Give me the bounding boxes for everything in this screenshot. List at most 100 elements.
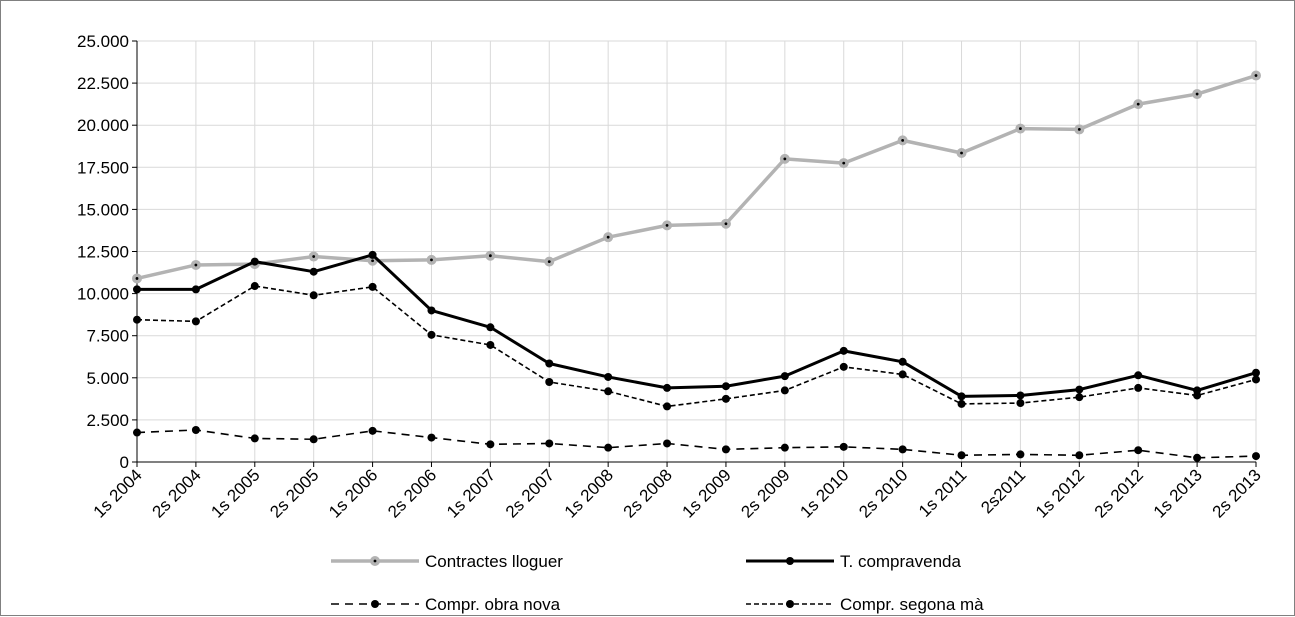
- x-tick-label: 2s 2012: [1091, 465, 1147, 521]
- data-point-contractes-lloguer-center: [665, 223, 669, 227]
- data-point-contractes-lloguer-center: [371, 259, 374, 263]
- data-point-t-compravenda: [721, 382, 730, 391]
- legend-marker-compr-obra-nova: [371, 600, 379, 608]
- data-point-compr-segona-ma: [721, 394, 730, 403]
- data-point-compr-obra-nova: [604, 443, 613, 452]
- x-tick-label: 1s 2007: [443, 465, 499, 521]
- legend-label-compr-segona-ma: Compr. segona mà: [840, 595, 984, 614]
- data-point-compr-obra-nova: [309, 435, 318, 444]
- data-point-compr-obra-nova: [1252, 452, 1260, 461]
- x-tick-label: 1s 2012: [1032, 465, 1088, 521]
- data-point-compr-obra-nova: [191, 426, 200, 435]
- y-tick-label: 22.500: [77, 74, 129, 93]
- data-point-contractes-lloguer-center: [547, 260, 551, 264]
- data-point-t-compravenda: [545, 359, 554, 368]
- data-point-compr-segona-ma: [1193, 391, 1202, 400]
- data-point-compr-obra-nova: [1016, 450, 1025, 459]
- series-t-compravenda: [133, 250, 1260, 401]
- data-point-compr-segona-ma: [309, 291, 318, 300]
- data-point-contractes-lloguer-center: [1077, 128, 1081, 131]
- data-point-compr-segona-ma: [545, 378, 554, 387]
- data-point-t-compravenda: [191, 285, 200, 294]
- data-point-contractes-lloguer-center: [901, 138, 905, 142]
- y-tick-label: 0: [120, 453, 129, 472]
- data-point-compr-segona-ma: [663, 402, 672, 411]
- series-line-contractes-lloguer: [136, 73, 1257, 281]
- x-tick-label: 2s 2004: [149, 465, 205, 521]
- data-point-compr-segona-ma: [368, 282, 377, 291]
- x-tick-label: 2s 2006: [384, 465, 440, 521]
- y-tick-label: 7.500: [86, 327, 129, 346]
- data-point-t-compravenda: [309, 267, 318, 276]
- data-point-compr-segona-ma: [780, 386, 789, 395]
- data-point-contractes-lloguer-center: [430, 258, 433, 262]
- data-point-compr-segona-ma: [250, 282, 259, 291]
- series-compr-segona-ma: [133, 282, 1260, 411]
- legend-marker-contractes-lloguer-center: [373, 559, 377, 563]
- data-point-t-compravenda: [1252, 368, 1260, 377]
- y-tick-label: 10.000: [77, 285, 129, 304]
- legend-marker-compr-segona-ma: [786, 600, 794, 608]
- x-tick-label: 1s 2010: [796, 465, 852, 521]
- data-point-compr-obra-nova: [1134, 446, 1143, 455]
- data-point-contractes-lloguer-center: [1254, 74, 1258, 77]
- data-point-t-compravenda: [663, 383, 672, 392]
- data-point-t-compravenda: [486, 323, 495, 332]
- series-line-compr-segona-ma: [136, 285, 1257, 408]
- x-tick-label: 1s 2009: [679, 465, 735, 521]
- y-tick-label: 15.000: [77, 200, 129, 219]
- data-point-compr-segona-ma: [898, 370, 907, 379]
- legend-label-compr-obra-nova: Compr. obra nova: [425, 595, 561, 614]
- data-point-compr-obra-nova: [663, 439, 672, 448]
- series-lines: [132, 70, 1261, 462]
- data-point-compr-obra-nova: [898, 445, 907, 454]
- x-tick-label: 2s 2013: [1209, 465, 1265, 521]
- data-point-compr-segona-ma: [957, 399, 966, 408]
- legend-item-contractes-lloguer: Contractes lloguer: [331, 552, 563, 571]
- data-point-compr-segona-ma: [604, 387, 613, 396]
- y-tick-label: 20.000: [77, 116, 129, 135]
- legend-item-t-compravenda: T. compravenda: [746, 552, 961, 571]
- data-point-contractes-lloguer-center: [1019, 127, 1022, 130]
- series-line-t-compravenda: [137, 253, 1257, 398]
- y-tick-label: 2.500: [86, 411, 129, 430]
- data-point-contractes-lloguer-center: [488, 254, 492, 258]
- data-point-compr-obra-nova: [957, 451, 966, 460]
- data-point-compr-segona-ma: [191, 317, 200, 326]
- data-point-compr-segona-ma: [1134, 383, 1143, 392]
- x-tick-label: 1s 2005: [207, 465, 263, 521]
- data-point-compr-obra-nova: [486, 440, 495, 449]
- data-point-compr-obra-nova: [427, 433, 436, 442]
- data-point-compr-obra-nova: [250, 434, 259, 443]
- legend-item-compr-segona-ma: Compr. segona mà: [746, 595, 984, 614]
- x-tick-label: 2s 2008: [620, 465, 676, 521]
- data-point-compr-segona-ma: [486, 340, 495, 349]
- data-point-compr-obra-nova: [545, 439, 554, 448]
- x-tick-label: 1s 2004: [90, 465, 146, 521]
- legend-marker-t-compravenda: [786, 557, 794, 565]
- data-point-compr-segona-ma: [1016, 399, 1025, 408]
- data-point-contractes-lloguer-center: [783, 157, 787, 161]
- data-point-compr-obra-nova: [368, 426, 377, 435]
- data-point-compr-obra-nova: [721, 445, 730, 454]
- data-point-contractes-lloguer-center: [1195, 92, 1199, 96]
- x-tick-label: 2s 2010: [855, 465, 911, 521]
- x-tick-label: 2s 2005: [266, 465, 322, 521]
- data-point-contractes-lloguer-center: [960, 151, 963, 155]
- series-line-compr-obra-nova: [136, 429, 1257, 459]
- data-point-t-compravenda: [1134, 371, 1143, 380]
- series-compr-obra-nova: [133, 426, 1260, 462]
- x-tick-label: 2s2011: [977, 465, 1029, 517]
- data-point-compr-segona-ma: [1075, 393, 1084, 402]
- data-point-t-compravenda: [1075, 385, 1084, 394]
- data-point-compr-obra-nova: [133, 428, 141, 437]
- gridlines: [137, 40, 1257, 462]
- y-tick-labels: 0 2.500 5.000 7.500 10.000 12.500 15.000 17.500…: [77, 32, 129, 472]
- data-point-contractes-lloguer-center: [842, 161, 846, 165]
- data-point-contractes-lloguer-center: [606, 235, 610, 239]
- data-point-contractes-lloguer-center: [194, 263, 198, 267]
- legend-label-t-compravenda: T. compravenda: [840, 552, 961, 571]
- x-tick-label: 1s 2011: [915, 465, 970, 520]
- x-tick-label: 1s 2006: [325, 465, 381, 521]
